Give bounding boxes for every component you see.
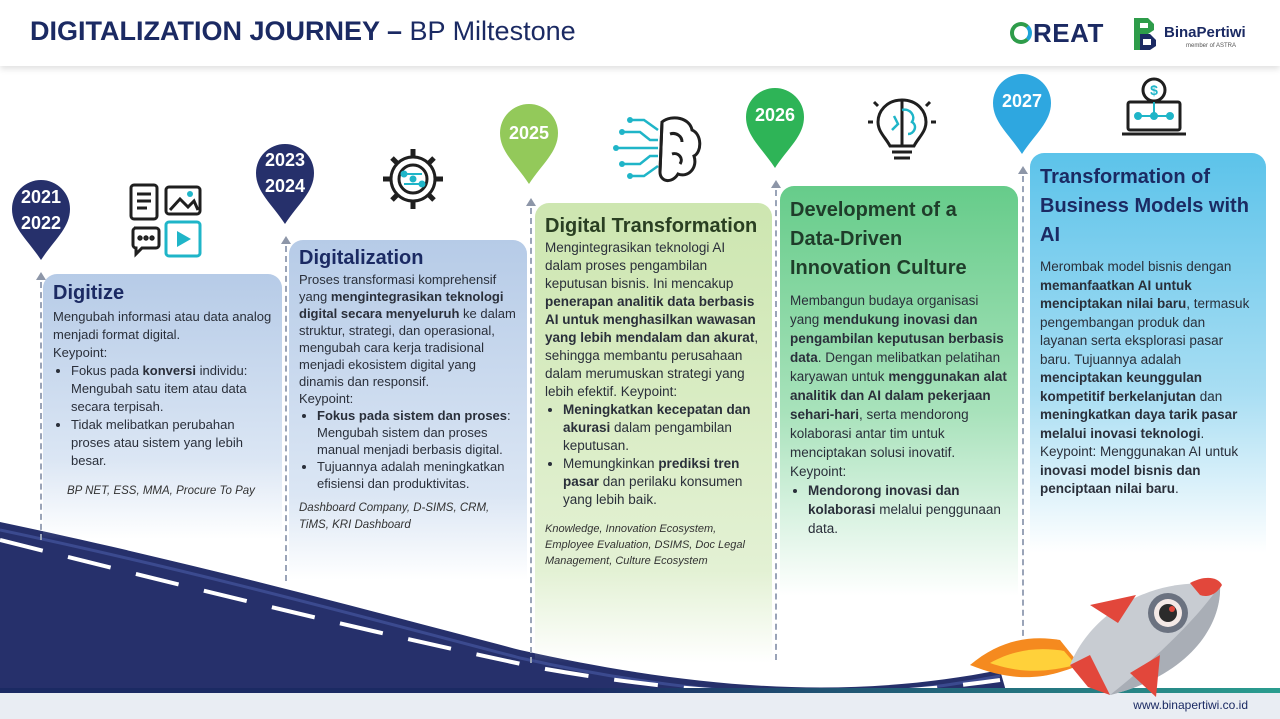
pin-line1: 2026 bbox=[754, 105, 796, 125]
footer: www.binapertiwi.co.id bbox=[0, 688, 1280, 719]
card-digitize: Digitize Mengubah informasi atau data an… bbox=[43, 274, 282, 539]
card-description: Proses transformasi komprehensif yang me… bbox=[299, 272, 516, 389]
keypoint-list: Fokus pada konversi individu: Mengubah s… bbox=[53, 362, 272, 470]
laptop-dollar-icon: $ bbox=[1122, 77, 1186, 136]
pin-2023-2024: 2023 2024 bbox=[254, 142, 316, 226]
card-keypoint-label: Keypoint: bbox=[299, 391, 354, 406]
pin-shape bbox=[993, 74, 1051, 154]
great-g-icon bbox=[1010, 22, 1032, 44]
card-data-driven-culture: Development of a Data-Driven Innovation … bbox=[780, 186, 1018, 596]
great-logo: REAT bbox=[1010, 18, 1104, 49]
stem-arrow-2027 bbox=[1018, 166, 1028, 174]
list-item: Fokus pada konversi individu: Mengubah s… bbox=[71, 362, 272, 416]
footer-accent-line bbox=[0, 688, 1280, 693]
list-item: Tidak melibatkan perubahan proses atau s… bbox=[71, 416, 272, 470]
list-item: Tujuannya adalah meningkatkan efisiensi … bbox=[317, 458, 517, 492]
pin-2027: 2027 bbox=[991, 72, 1053, 156]
tools-list: Dashboard Company, D-SIMS, CRM, TiMS, KR… bbox=[299, 502, 490, 531]
card-keypoint-label: Keypoint: bbox=[790, 464, 847, 479]
website-url: www.binapertiwi.co.id bbox=[1133, 698, 1248, 712]
stem-2026 bbox=[775, 190, 777, 660]
title-bold: DIGITALIZATION JOURNEY – bbox=[30, 16, 403, 46]
pin-shape bbox=[746, 88, 804, 168]
keypoint-list: Mendorong inovasi dan kolaborasi melalui… bbox=[790, 481, 1008, 538]
list-item: Meningkatkan kecepatan dan akurasi dalam… bbox=[563, 401, 762, 455]
card-description: Membangun budaya organisasi yang menduku… bbox=[790, 293, 1007, 460]
card-title: Digitize bbox=[53, 282, 125, 304]
card-title: Development of a Data-Driven Innovation … bbox=[790, 199, 967, 279]
rocket-icon bbox=[970, 577, 1222, 697]
svg-text:$: $ bbox=[1150, 82, 1158, 98]
list-item: Mendorong inovasi dan kolaborasi melalui… bbox=[808, 481, 1008, 538]
documents-media-icon bbox=[129, 183, 202, 258]
stem-2025 bbox=[530, 208, 532, 663]
binapertiwi-mark-icon bbox=[1134, 18, 1156, 50]
tools-list: Knowledge, Innovation Ecosystem, Employe… bbox=[545, 523, 745, 567]
card-description: Mengubah informasi atau data analog menj… bbox=[53, 309, 272, 342]
pin-line1: 2021 bbox=[20, 187, 62, 207]
pin-line2: 2022 bbox=[20, 213, 62, 233]
pin-shape bbox=[500, 104, 558, 184]
stem-arrow-2021 bbox=[36, 272, 46, 280]
pin-2025: 2025 bbox=[498, 102, 560, 186]
keypoint-list: Meningkatkan kecepatan dan akurasi dalam… bbox=[545, 401, 762, 509]
pin-shape bbox=[256, 144, 314, 224]
list-item: Fokus pada sistem dan proses: Mengubah s… bbox=[317, 407, 517, 458]
stem-2023 bbox=[285, 246, 287, 581]
pin-line1: 2027 bbox=[1001, 91, 1043, 111]
card-title: Digitalization bbox=[299, 247, 424, 269]
card-digital-transformation: Digital Transformation Mengintegrasikan … bbox=[535, 203, 772, 663]
gear-network-icon bbox=[383, 149, 443, 209]
list-item: Memungkinkan prediksi tren pasar dan per… bbox=[563, 455, 762, 509]
card-title: Transformation of Business Models with A… bbox=[1040, 166, 1249, 246]
card-keypoint-label: Keypoint: bbox=[53, 345, 108, 360]
stem-arrow-2023 bbox=[281, 236, 291, 244]
title-subtitle: BP Miltestone bbox=[402, 16, 576, 46]
page-title: DIGITALIZATION JOURNEY – BP Miltestone bbox=[30, 16, 576, 47]
card-keypoint: Keypoint: Menggunakan AI untuk inovasi m… bbox=[1040, 444, 1239, 496]
pin-line1: 2023 bbox=[264, 150, 306, 170]
keypoint-list: Fokus pada sistem dan proses: Mengubah s… bbox=[299, 407, 517, 492]
card-description: Mengintegrasikan teknologi AI dalam pros… bbox=[545, 240, 759, 399]
pin-2026: 2026 bbox=[744, 86, 806, 170]
great-logo-text: REAT bbox=[1033, 18, 1104, 48]
card-business-models-ai: Transformation of Business Models with A… bbox=[1030, 153, 1266, 553]
pin-line1: 2025 bbox=[508, 123, 550, 143]
card-title: Digital Transformation bbox=[545, 215, 758, 237]
binapertiwi-name: BinaPertiwi bbox=[1164, 24, 1246, 41]
stem-arrow-2026 bbox=[771, 180, 781, 188]
stem-2021 bbox=[40, 282, 42, 540]
ai-brain-icon bbox=[613, 116, 702, 182]
stem-2027 bbox=[1022, 176, 1024, 646]
card-digitalization: Digitalization Proses transformasi kompr… bbox=[289, 240, 527, 580]
tools-list: BP NET, ESS, MMA, Procure To Pay bbox=[67, 485, 255, 497]
pin-shape bbox=[12, 180, 70, 260]
pin-2021-2022: 2021 2022 bbox=[10, 178, 72, 262]
header: DIGITALIZATION JOURNEY – BP Miltestone R… bbox=[0, 0, 1280, 66]
lightbulb-brain-icon bbox=[868, 98, 936, 160]
binapertiwi-subtitle: member of ASTRA bbox=[1186, 43, 1237, 49]
pin-line2: 2024 bbox=[264, 176, 306, 196]
stem-arrow-2025 bbox=[526, 198, 536, 206]
card-description: Merombak model bisnis dengan memanfaatka… bbox=[1040, 259, 1250, 441]
